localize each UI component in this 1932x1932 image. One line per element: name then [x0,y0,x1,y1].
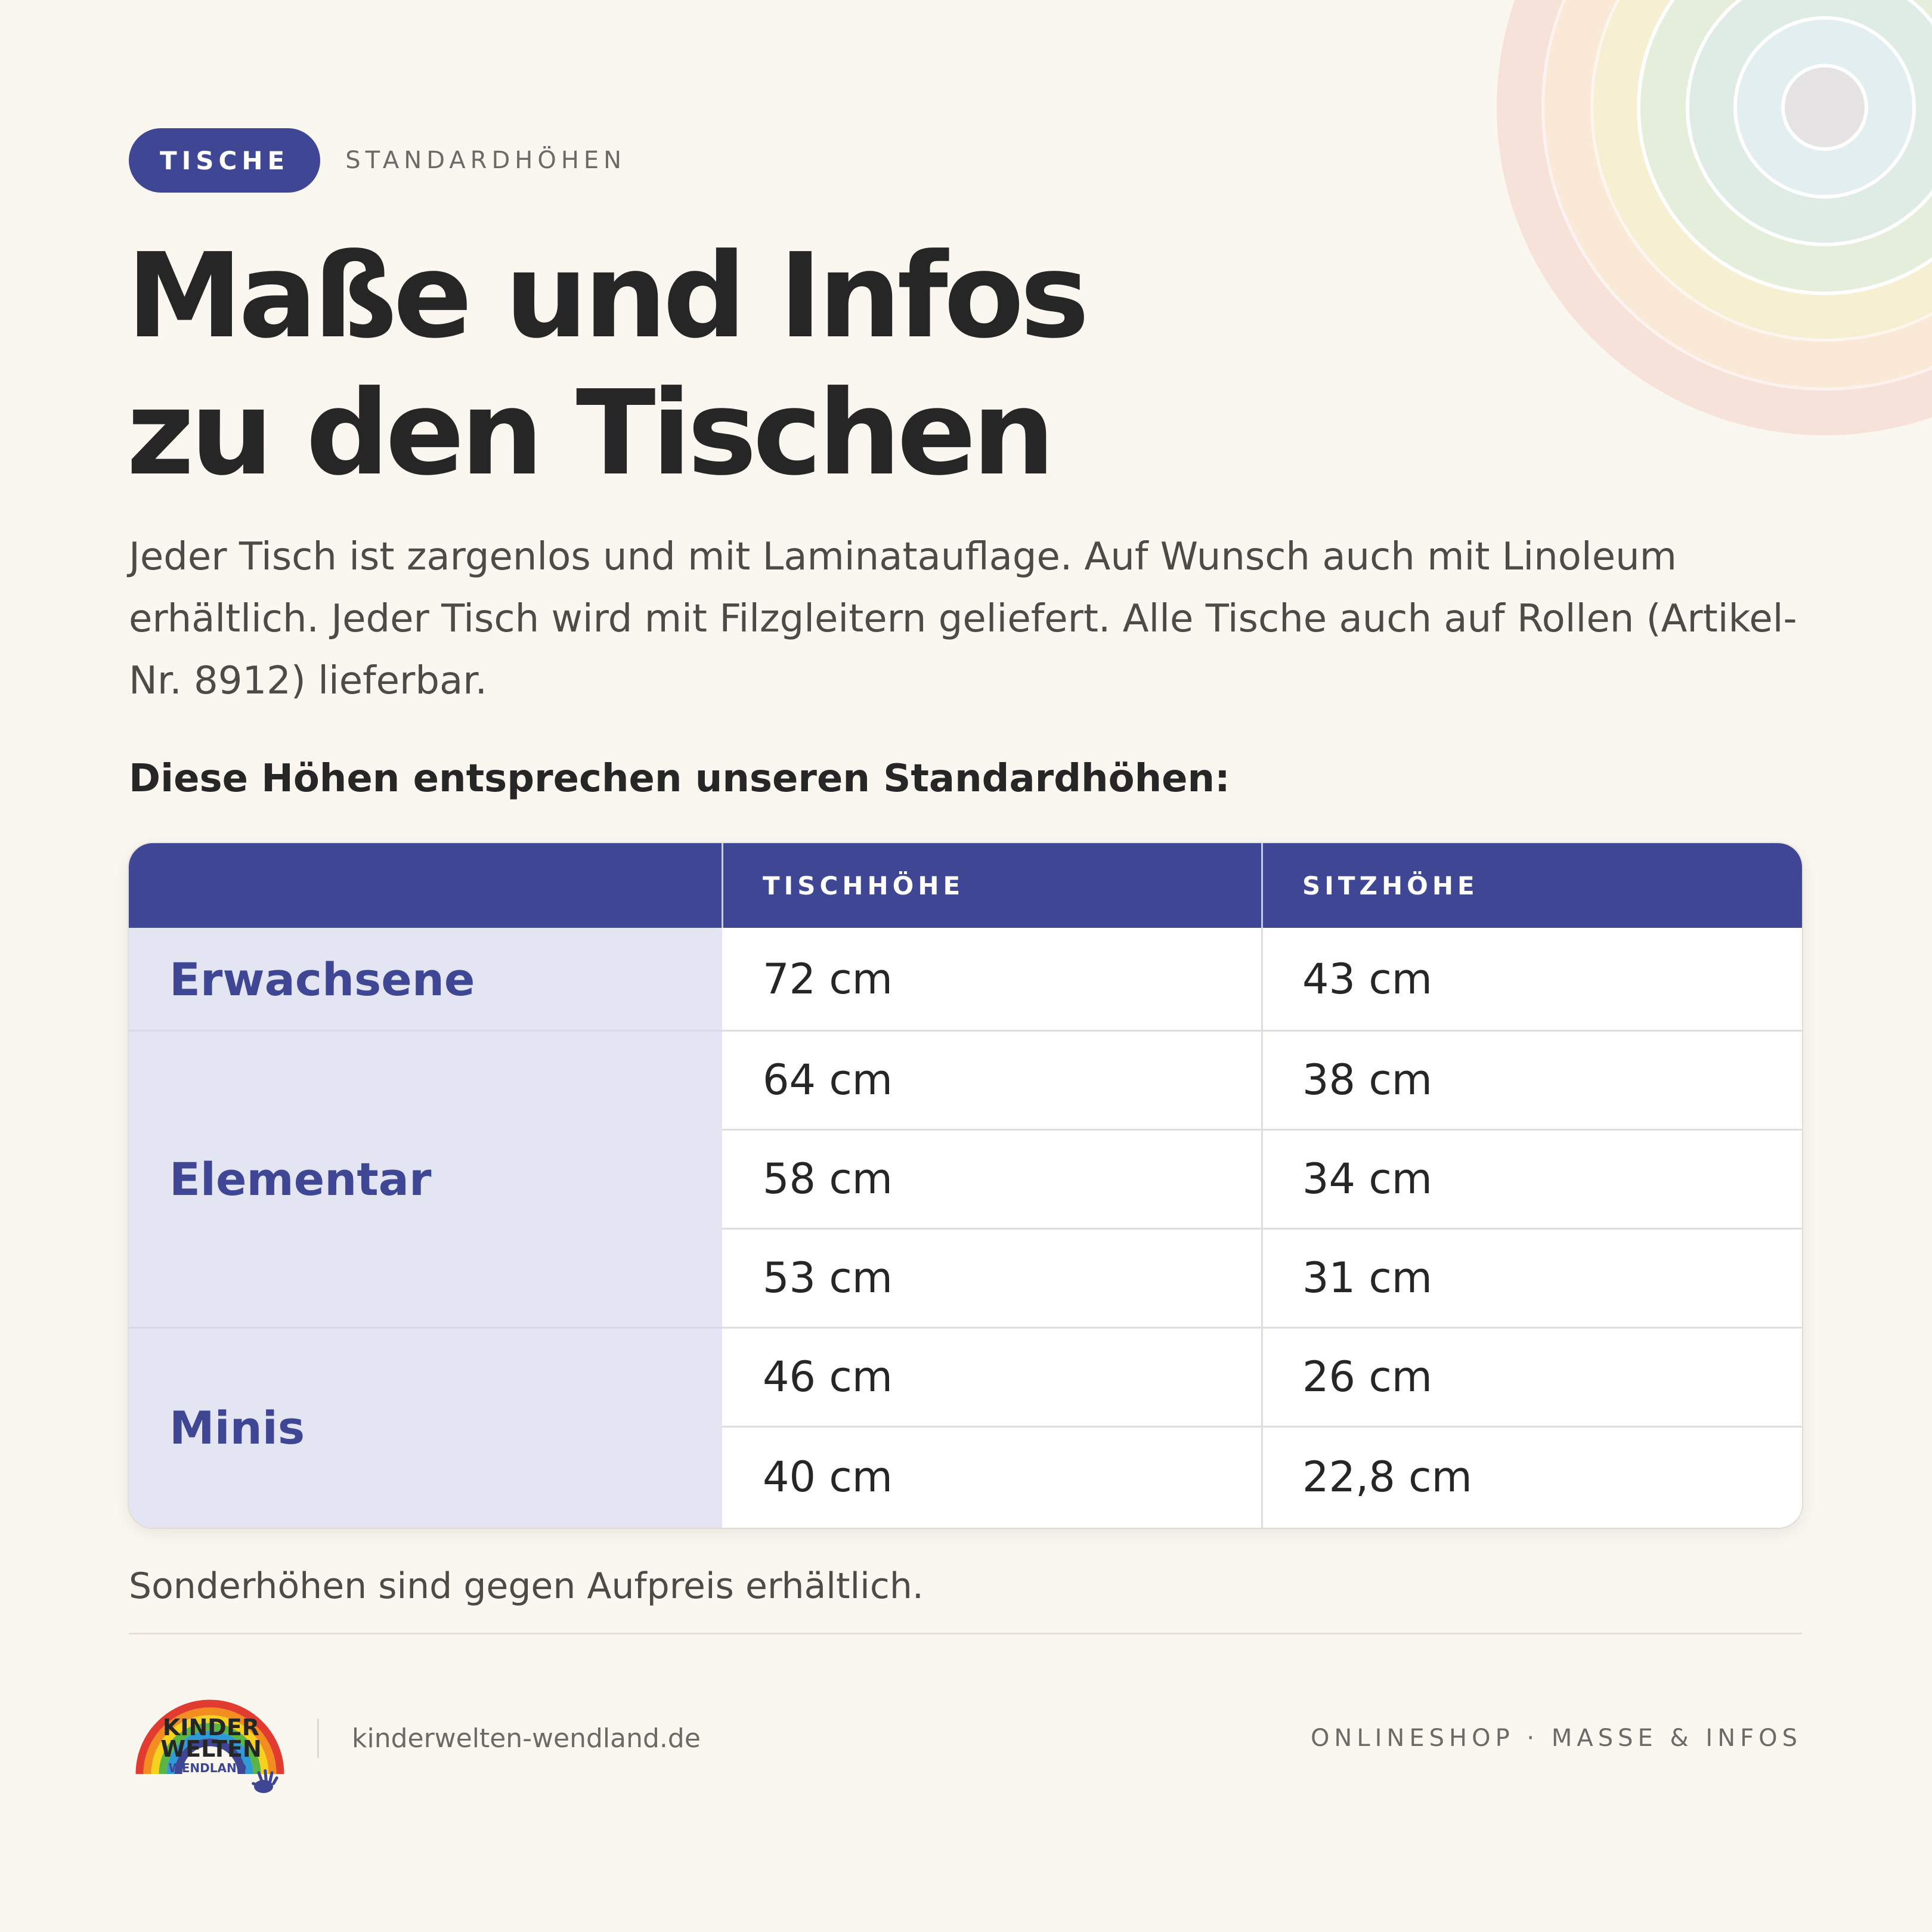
table-header-tischhoehe: TISCHHÖHE [722,843,1262,928]
logo-text-wendland: WENDLAND [169,1761,247,1775]
row-divider [722,1129,1802,1131]
page-title: Maße und Infos zu den Tischen [126,228,1089,502]
kicker-label: STANDARDHÖHEN [345,147,627,174]
table-cell-sitzhoehe: 26 cm [1262,1327,1802,1426]
table-header-sitzhoehe: SITZHÖHE [1262,843,1802,928]
kicker-row: TISCHE STANDARDHÖHEN [129,128,626,193]
intro-paragraph: Jeder Tisch ist zargenlos und mit Lamina… [129,535,1797,703]
row-divider [722,1327,1802,1329]
group-divider [129,1030,722,1032]
group-cell-erwachsene: Erwachsene [129,928,722,1030]
table-cell-sitzhoehe: 43 cm [1262,928,1802,1030]
table-cell-tischhoehe: 40 cm [722,1426,1262,1528]
footer-separator [317,1719,319,1758]
heights-table: TISCHHÖHE SITZHÖHE Erwachsene Elementar … [129,843,1802,1528]
group-cell-elementar: Elementar [129,1030,722,1327]
row-divider [722,1426,1802,1428]
table-cell-tischhoehe: 64 cm [722,1030,1262,1129]
hand-icon [252,1769,278,1793]
table-cell-sitzhoehe: 38 cm [1262,1030,1802,1129]
table-cell-sitzhoehe: 31 cm [1262,1228,1802,1327]
footnote: Sonderhöhen sind gegen Aufpreis erhältli… [129,1565,924,1607]
table-cell-tischhoehe: 58 cm [722,1129,1262,1228]
table-cell-tischhoehe: 72 cm [722,928,1262,1030]
row-divider [722,1030,1802,1032]
header-divider [722,843,723,928]
group-cell-minis: Minis [129,1327,722,1528]
table-subheading: Diese Höhen entsprechen unseren Standard… [129,757,1230,801]
table-cell-tischhoehe: 53 cm [722,1228,1262,1327]
footer-divider [129,1633,1802,1634]
title-line-2: zu den Tischen [126,366,1055,501]
website-link[interactable]: kinderwelten-wendland.de [352,1723,701,1754]
table-cell-sitzhoehe: 22,8 cm [1262,1426,1802,1528]
table-header-empty [129,843,722,928]
rainbow-logo-icon: KINDER WELTEN WENDLAND [135,1699,284,1793]
header-divider [1261,843,1263,928]
title-line-1: Maße und Infos [126,228,1089,364]
logo-text-kinder: KINDER [163,1714,259,1741]
group-divider [129,1327,722,1329]
category-pill[interactable]: TISCHE [129,128,321,193]
table-cell-tischhoehe: 46 cm [722,1327,1262,1426]
footer-tagline: ONLINESHOP · MASSE & INFOS [1310,1724,1802,1752]
logo-text-welten: WELTEN [160,1736,261,1762]
row-divider [722,1228,1802,1230]
table-cell-sitzhoehe: 34 cm [1262,1129,1802,1228]
